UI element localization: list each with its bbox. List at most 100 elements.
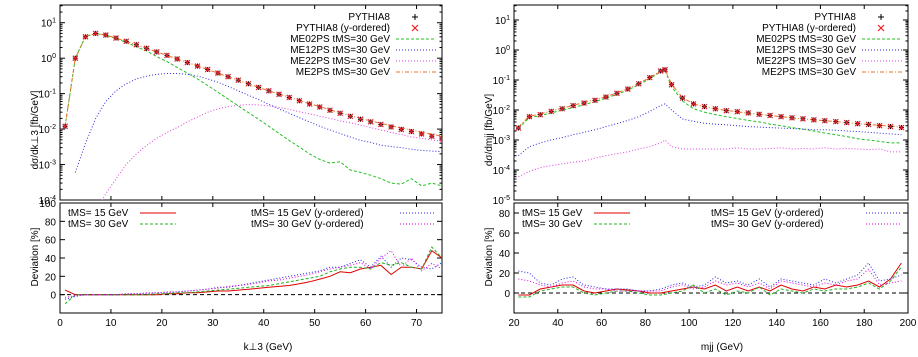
left-bottom-series-tms-30-gev-y-ordered [65,249,442,298]
right-top-point-pythia8-y-ordered [668,81,675,88]
right-top-ytick-label: 10-5 [493,195,510,207]
right-bottom-xtick-label: 200 [900,318,917,329]
right-top-ytick-label: 10-2 [493,105,510,117]
left-top-point-pythia8-y-ordered [418,131,425,137]
left-bottom-series-tms-15-gev-y-ordered [64,255,442,300]
left-top-ylabel: dσ/dk⊥3 [fb/GeV] [30,90,41,169]
left-bottom-xtick-label: 50 [309,318,321,329]
right-top-legend-marker [877,24,885,32]
right-top-point-pythia8-y-ordered [898,124,905,131]
left-bottom-ytick-label: 20 [45,272,57,283]
right-top-point-pythia8-y-ordered [635,80,642,87]
left-bottom-legend-label: tMS= 15 GeV [68,208,129,219]
left-top-point-pythia8-y-ordered [102,32,109,38]
right-top-series-me22ps-tms-30-gev [518,139,902,178]
right-top-legend-label: ME02PS tMS=30 GeV [756,34,856,45]
right-bottom-series-tms-15-gev [518,262,902,296]
left-top-legend-label: ME2PS tMS=30 GeV [296,67,391,78]
right-top-legend-label: ME22PS tMS=30 GeV [756,56,856,67]
left-bottom-series-tms-15-gev [64,249,442,296]
left-top-point-pythia8-y-ordered [164,52,170,59]
left-bottom-xtick-label: 10 [105,318,117,329]
right-chart-panel: dσ/dmjj [fb/GeV] Deviation [%] mjj (GeV) [484,94,743,353]
left-bottom-xtick-label: 40 [258,318,270,329]
left-top-legend-label: PYTHIA8 [348,12,390,23]
right-top-frame [513,4,909,201]
right-bottom-legend-label: tMS= 30 GeV [522,219,583,230]
right-top-series-group [515,66,905,178]
right-top-ytick-label: 10-4 [493,165,510,177]
right-bottom-series-tms-30-gev [518,266,902,298]
right-top-legend-label: ME12PS tMS=30 GeV [756,45,856,56]
left-top-point-pythia8-y-ordered [113,35,119,41]
right-top-ytick-label: 101 [495,15,510,27]
right-top-ytick-label: 100 [495,45,510,57]
left-top-series-me12ps-tms-30-gev [74,73,442,173]
right-bottom-series-group [518,262,902,298]
right-bottom-ytick-label: 60 [499,229,511,240]
right-top-point-pythia8-y-ordered [756,111,763,118]
right-top-point-pythia8-y-ordered [581,100,587,107]
left-top-point-pythia8-y-ordered [255,84,262,91]
left-bottom-ytick-label: 100 [39,199,56,210]
left-top-point-pythia8-y-ordered [123,38,130,45]
right-bottom-legend-label: tMS= 15 GeV (y-ordered) [711,208,824,219]
right-top-point-pythia8-y-ordered [778,113,784,120]
right-top-point-pythia8-y-ordered [789,114,795,121]
left-top-point-pythia8-y-ordered [408,128,415,135]
right-top-point-pythia8-y-ordered [734,108,741,115]
right-top-point-pythia8-y-ordered [832,118,839,125]
right-top-point-pythia8-y-ordered [854,120,861,127]
right-top-point-pythia8-y-ordered [603,94,609,100]
right-top-point-pythia8-y-ordered [701,103,708,110]
left-top-point-pythia8-y-ordered [265,87,272,94]
right-bottom-xtick-label: 180 [856,318,873,329]
left-chart-panel: dσ/dk⊥3 [fb/GeV] Deviation [%] k⊥3 (GeV) [30,90,292,353]
right-top-legend-label: ME2PS tMS=30 GeV [762,67,857,78]
right-top-plot: 10-5 10-4 10-3 10-2 10-1 100 101 PYTHIA8PYTHIA8… [493,4,909,207]
left-bottom-ytick-label: 40 [45,254,57,265]
left-top-point-pythia8-y-ordered [296,97,303,104]
left-top-point-pythia8-y-ordered [194,63,201,69]
left-top-legend-label: ME22PS tMS=30 GeV [290,56,390,67]
right-top-point-pythia8-y-ordered [624,86,631,92]
right-top-point-pythia8-y-ordered [800,115,806,122]
right-bottom-ytick-label: 80 [499,209,511,220]
left-top-legend-marker [412,14,418,20]
left-top-point-pythia8-y-ordered [337,110,344,117]
left-top-point-pythia8-y-ordered [62,123,69,130]
right-bottom-xtick-label: 100 [681,318,698,329]
left-top-ytick-label: 10-1 [39,89,56,101]
left-top-ytick-label: 100 [41,53,56,65]
right-top-point-pythia8-y-ordered [843,119,850,126]
right-top-point-pythia8-y-ordered [613,90,620,97]
right-top-point-pythia8-y-ordered [876,122,883,129]
right-top-legend-label: PYTHIA8 (y-ordered) [762,23,856,34]
left-top-point-pythia8-y-ordered [388,124,394,130]
left-top-point-pythia8-y-ordered [153,49,160,55]
left-top-point-pythia8-y-ordered [398,126,405,133]
right-top-point-pythia8-y-ordered [592,97,598,104]
left-top-ytick-label: 10-4 [39,195,56,207]
left-top-point-pythia8-y-ordered [214,70,221,77]
right-top-point-pythia8-y-ordered [723,107,730,114]
left-top-point-pythia8-y-ordered [245,80,252,87]
left-top-point-pythia8-y-ordered [306,101,313,107]
left-top-series-group [62,30,442,200]
right-bottom-xtick-label: 140 [768,318,785,329]
left-bottom-ytick-label: 60 [45,236,57,247]
left-top-point-pythia8-y-ordered [133,41,140,48]
right-top-point-pythia8-y-ordered [679,95,686,101]
left-top-point-pythia8-y-ordered [184,59,191,66]
right-top-point-pythia8-y-ordered [865,121,872,128]
right-xlabel: mjj (GeV) [701,342,743,353]
left-bottom-xtick-label: 60 [360,318,372,329]
right-top-legend-marker [878,14,884,20]
left-top-point-pythia8-y-ordered [357,116,364,123]
left-top-point-pythia8-y-ordered [327,107,333,114]
left-bottom-legend-label: tMS= 30 GeV (y-ordered) [251,219,364,230]
left-top-series-me2ps-tms-30-gev [64,32,442,137]
right-top-ytick-label: 10-3 [493,135,510,147]
right-top-ylabel: dσ/dmjj [fb/GeV] [484,94,495,167]
left-bottom-series-group [64,246,442,305]
